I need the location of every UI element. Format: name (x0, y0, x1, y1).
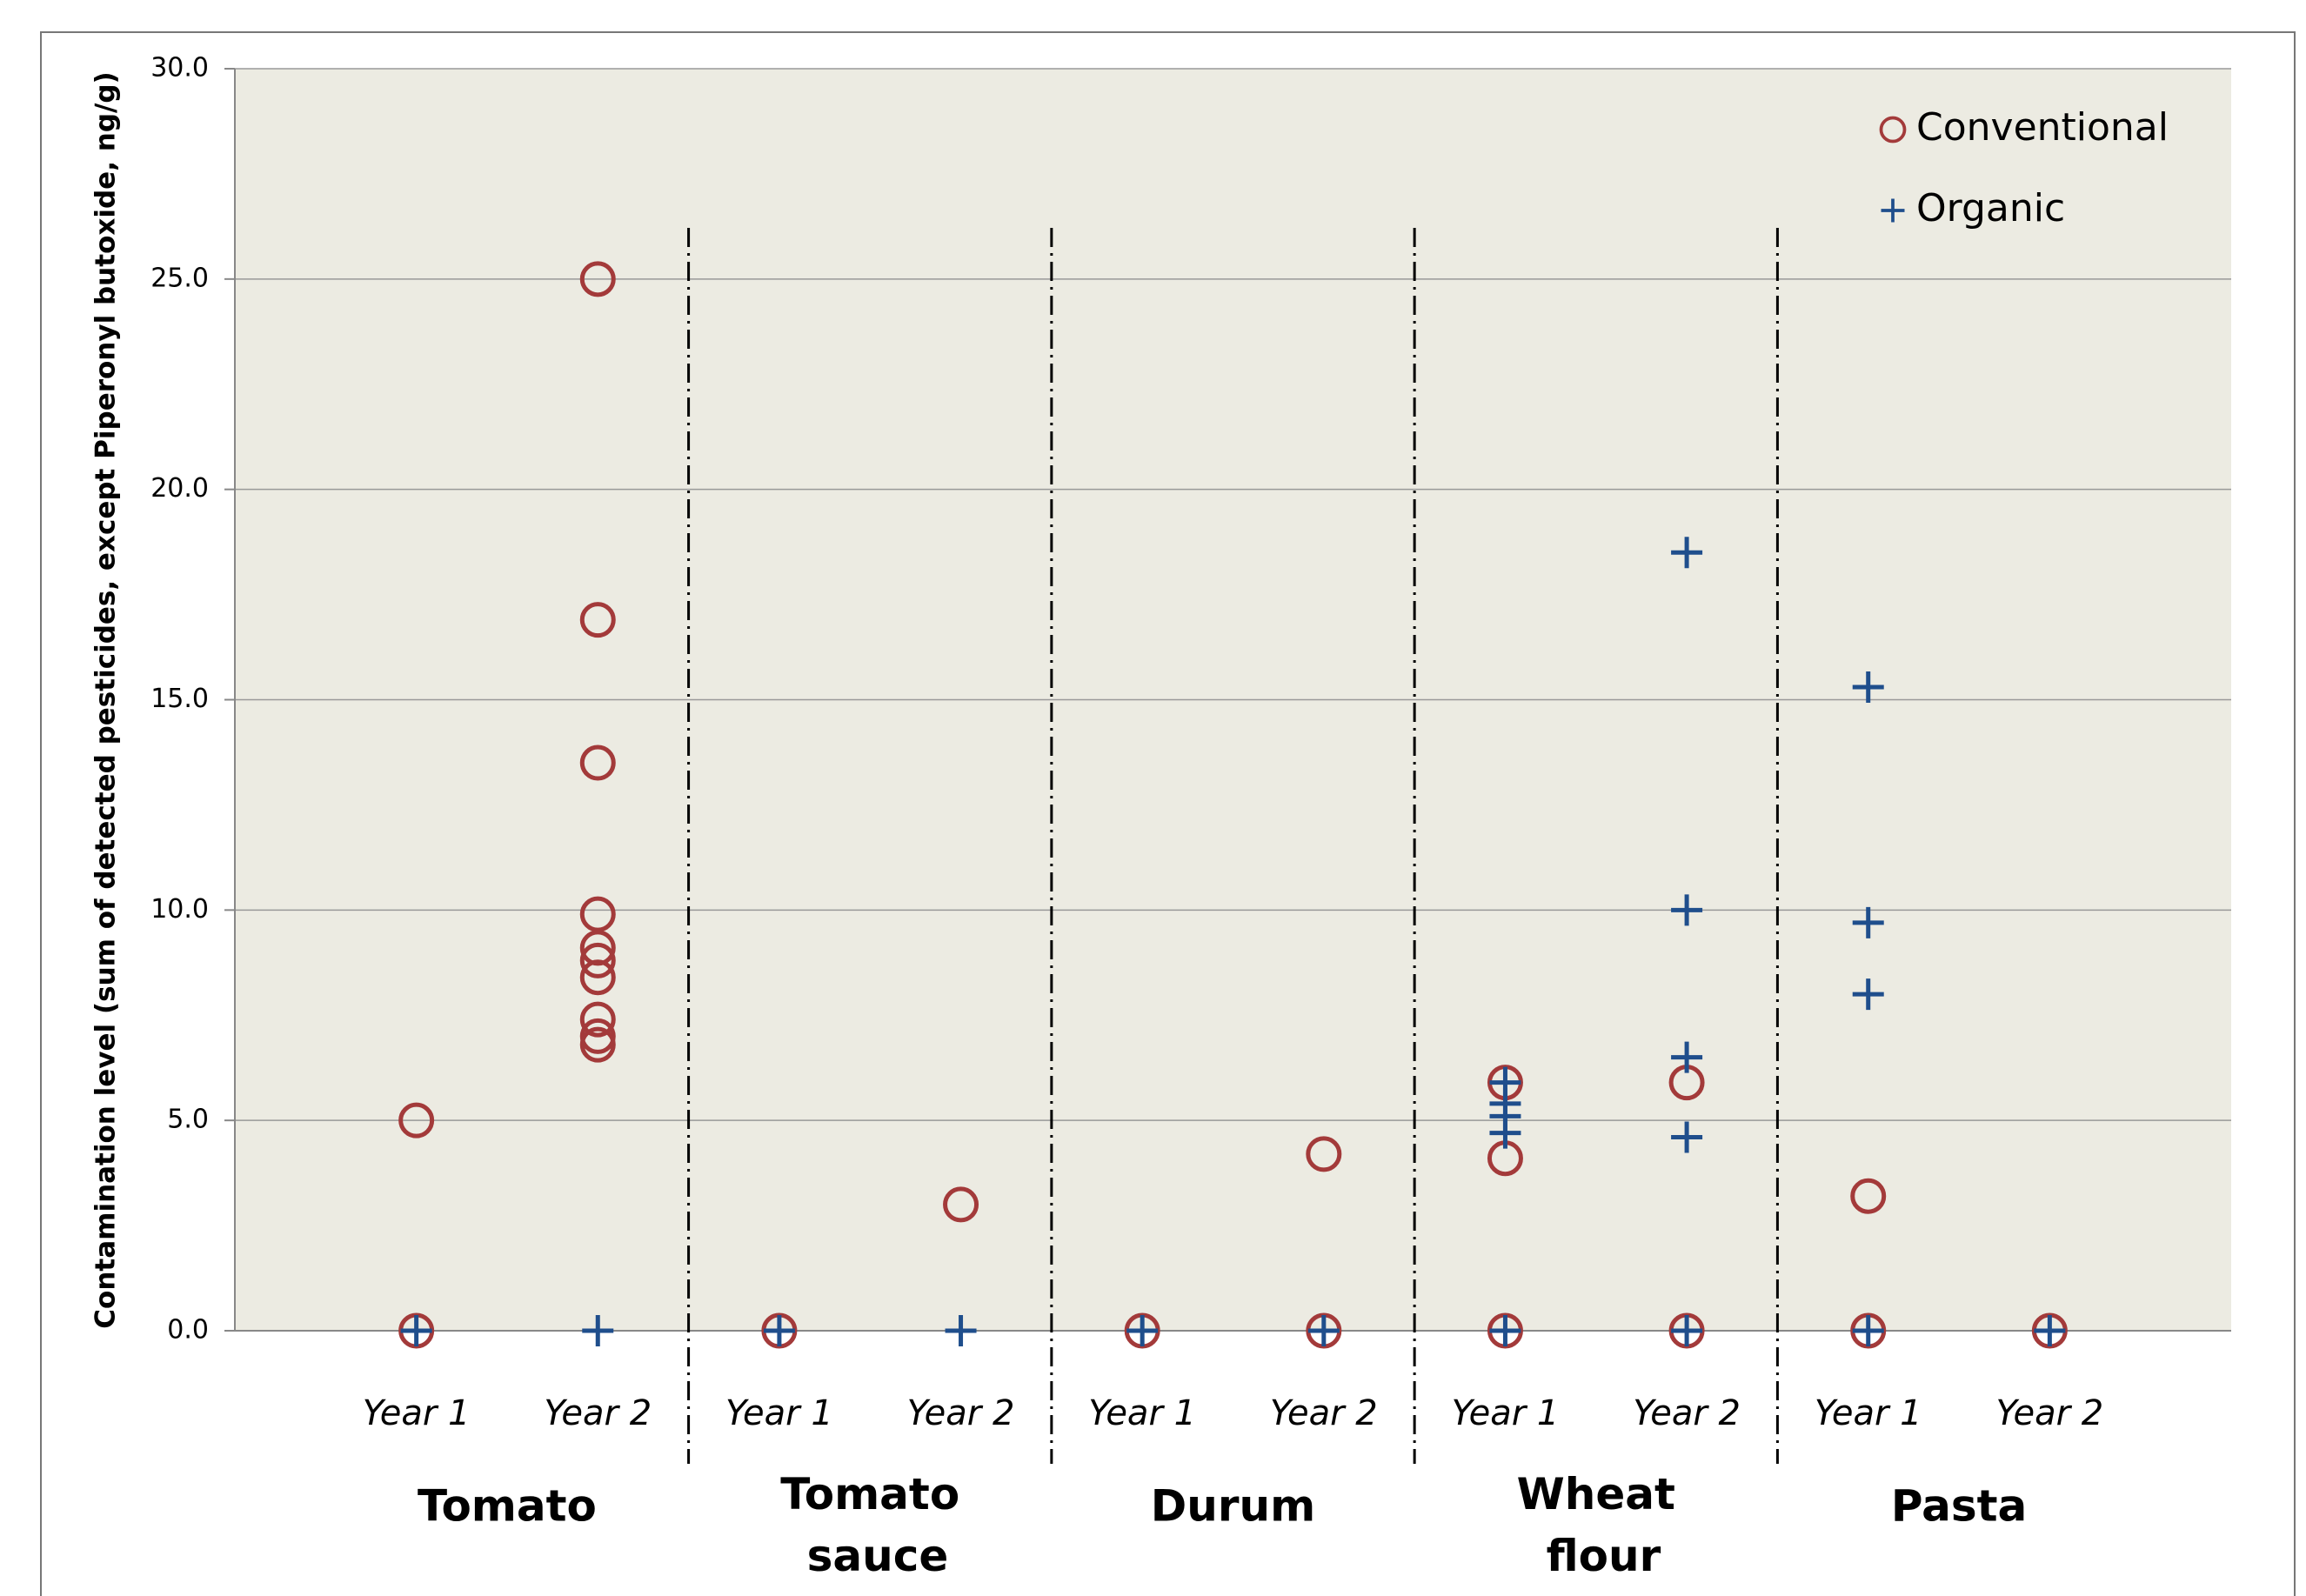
y-tick-label: 15.0 (150, 684, 209, 714)
point (582, 1315, 614, 1346)
y-tick-label: 10.0 (150, 894, 209, 925)
point (1489, 1066, 1521, 1099)
point (1671, 537, 1703, 569)
point (579, 261, 616, 297)
point (1671, 1121, 1703, 1153)
y-tick-label: 20.0 (150, 473, 209, 504)
point (579, 1001, 616, 1038)
point (579, 959, 616, 996)
point (1852, 671, 1884, 703)
x-tick-label: Year 1 (1088, 1393, 1196, 1433)
point (579, 602, 616, 638)
point (1126, 1315, 1159, 1346)
x-tick-label: Year 1 (1815, 1393, 1922, 1433)
x-tick-label: Year 1 (1452, 1393, 1560, 1433)
group-label: Pasta (1891, 1481, 2027, 1532)
point (1852, 978, 1884, 1011)
point (398, 1102, 435, 1139)
x-tick-label: Year 1 (725, 1393, 833, 1433)
point (579, 1026, 616, 1063)
point (1489, 1315, 1521, 1346)
y-tick-label: 30.0 (150, 53, 209, 83)
point (1671, 1041, 1703, 1073)
group-label: Tomato (418, 1481, 597, 1532)
point (579, 942, 616, 978)
legend-marker (1881, 198, 1905, 223)
group-label: Tomato sauce (780, 1469, 959, 1581)
point (1852, 906, 1884, 938)
point (400, 1315, 432, 1346)
group-label: Wheat flour (1517, 1469, 1675, 1581)
legend-label: Organic (1916, 186, 2065, 230)
group-label: Durum (1151, 1481, 1315, 1532)
legend-label: Conventional (1916, 105, 2169, 150)
y-tick-label: 0.0 (167, 1315, 209, 1346)
x-tick-label: Year 2 (1995, 1393, 2103, 1433)
point (1307, 1315, 1340, 1346)
y-axis-label: Contamination level (sum of detected pes… (90, 71, 122, 1328)
point (1852, 1315, 1884, 1346)
point (579, 896, 616, 932)
point (1306, 1136, 1342, 1172)
y-tick-label: 5.0 (167, 1105, 209, 1135)
x-tick-label: Year 2 (907, 1393, 1015, 1433)
x-tick-label: Year 1 (363, 1393, 471, 1433)
point (945, 1315, 977, 1346)
x-tick-label: Year 2 (544, 1393, 652, 1433)
point (1671, 1315, 1703, 1346)
point (2034, 1315, 2066, 1346)
x-tick-label: Year 2 (1270, 1393, 1378, 1433)
point (1671, 894, 1703, 926)
point (943, 1186, 979, 1223)
point (1850, 1178, 1887, 1214)
point (579, 745, 616, 781)
point (763, 1315, 795, 1346)
y-tick-label: 25.0 (150, 263, 209, 293)
legend-marker (1879, 116, 1907, 144)
x-tick-label: Year 2 (1633, 1393, 1741, 1433)
